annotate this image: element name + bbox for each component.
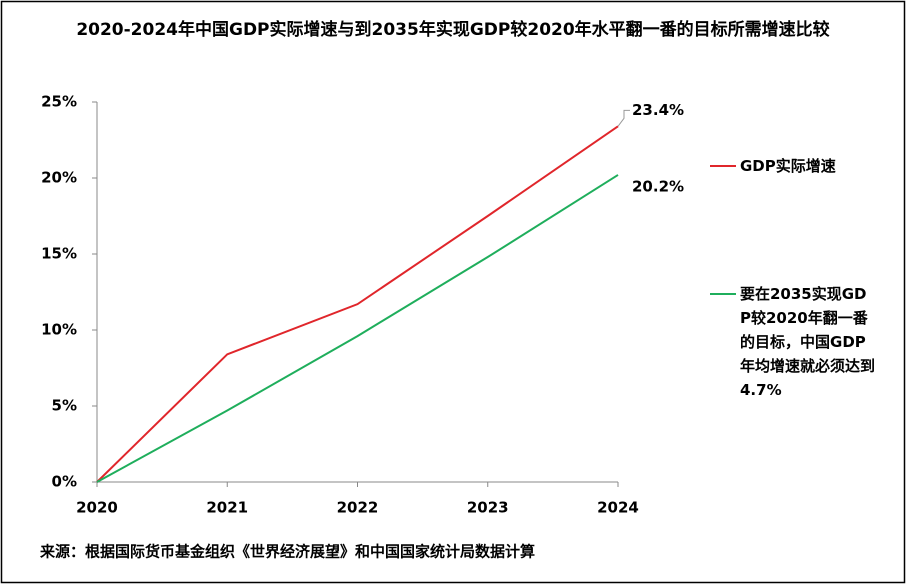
x-tick-label: 2022 <box>337 499 379 517</box>
label-leader <box>617 109 630 127</box>
y-tick-label: 25% <box>41 93 77 111</box>
y-tick-label: 15% <box>41 245 77 263</box>
x-tick-label: 2024 <box>597 499 639 517</box>
x-tick-label: 2020 <box>76 499 118 517</box>
legend-entry: GDP实际增速 <box>740 157 836 175</box>
y-tick-label: 10% <box>41 321 77 339</box>
chart-title: 2020-2024年中国GDP实际增速与到2035年实现GDP较2020年水平翻… <box>76 19 829 40</box>
data-label: 20.2% <box>632 177 684 195</box>
x-tick-label: 2023 <box>467 499 509 517</box>
y-tick-label: 20% <box>41 169 77 187</box>
y-tick-label: 0% <box>52 473 77 491</box>
line-series <box>96 174 619 483</box>
source-note: 来源：根据国际货币基金组织《世界经济展望》和中国国家统计局数据计算 <box>39 543 535 561</box>
y-tick-label: 5% <box>52 397 77 415</box>
line-series <box>96 125 619 483</box>
x-tick-label: 2021 <box>206 499 248 517</box>
data-label: 23.4% <box>632 101 684 119</box>
legend-entry: 要在2035实现GDP较2020年翻一番的目标，中国GDP年均增速就必须达到4.… <box>740 285 876 399</box>
